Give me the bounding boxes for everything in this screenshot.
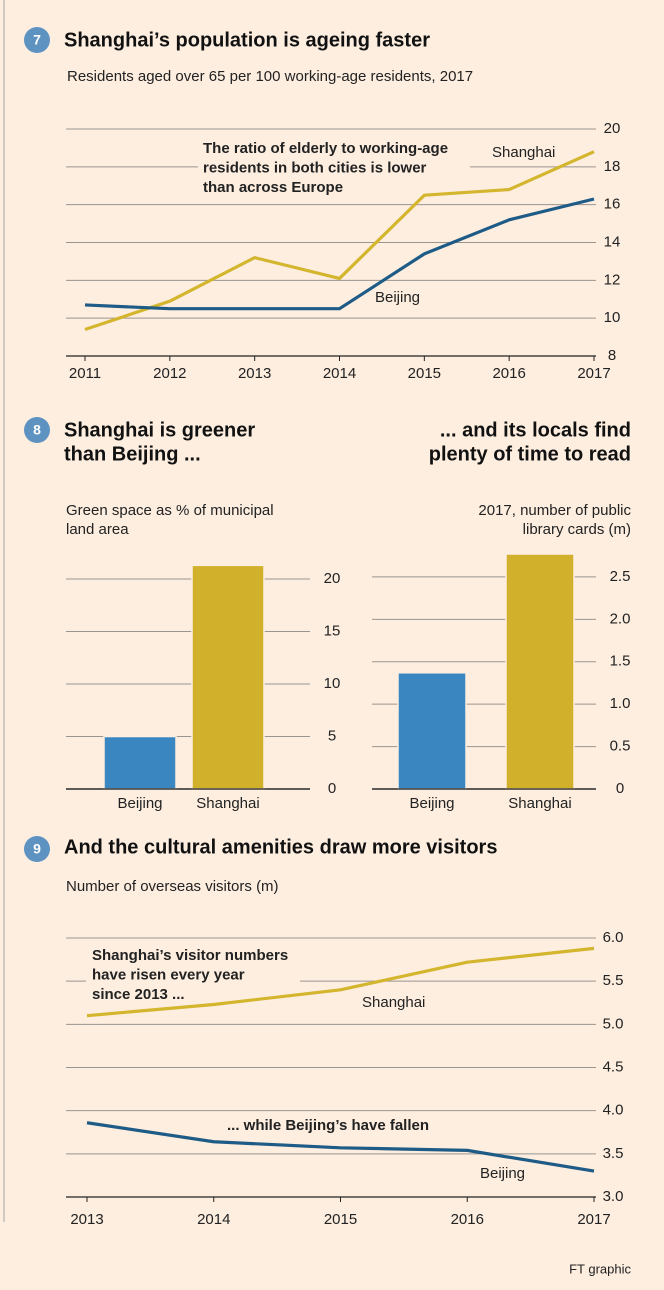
series-line [84,150,595,332]
section-badge [24,836,50,862]
chart-title: ... and its locals find [440,419,631,441]
x-tick-label: 2017 [577,1211,610,1228]
series-line [86,946,595,1018]
y-tick-label: 1.5 [610,653,631,670]
x-tick-label: 2016 [451,1211,484,1228]
x-tick-label: Beijing [117,795,162,812]
y-tick-label: 20 [604,120,621,137]
y-tick-label: 18 [604,158,621,175]
y-tick-label: 0 [616,780,624,797]
y-tick-label: 14 [604,233,621,250]
annotation: than across Europe [203,179,343,196]
chart-title: plenty of time to read [429,443,631,465]
y-tick-label: 16 [604,196,621,213]
series-label: Shanghai [362,994,425,1011]
chart-title: than Beijing ... [64,443,201,465]
x-tick-label: 2014 [197,1211,230,1228]
y-tick-label: 0 [328,780,336,797]
bar [397,672,467,790]
x-tick-label: 2015 [408,365,441,382]
series-line [86,1121,595,1173]
chart-subtitle: Green space as % of municipal [66,502,274,519]
series-label: Beijing [480,1165,525,1182]
chart-title: Shanghai is greener [64,419,255,441]
y-tick-label: 1.0 [610,695,631,712]
x-tick-label: 2013 [70,1211,103,1228]
x-tick-label: Shanghai [196,795,259,812]
y-tick-label: 4.0 [603,1102,624,1119]
chart-title: Shanghai’s population is ageing faster [64,29,430,51]
y-tick-label: 3.0 [603,1188,624,1205]
annotation: The ratio of elderly to working-age [203,140,448,157]
annotation-bg [86,943,300,1007]
bar [505,553,575,790]
section-badge [24,417,50,443]
source: FT graphic [569,1261,631,1276]
bar [103,735,177,790]
y-tick-label: 0.5 [610,738,631,755]
x-tick-label: 2016 [492,365,525,382]
chart-subtitle: Residents aged over 65 per 100 working-a… [67,68,473,85]
x-tick-label: 2015 [324,1211,357,1228]
chart-subtitle: Number of overseas visitors (m) [66,878,279,895]
annotation: residents in both cities is lower [203,159,427,176]
y-tick-label: 12 [604,271,621,288]
section-number: 7 [33,32,41,48]
annotation: Shanghai’s visitor numbers [92,947,288,964]
y-tick-label: 5.0 [603,1015,624,1032]
x-tick-label: 2017 [577,365,610,382]
chart-title: And the cultural amenities draw more vis… [64,836,497,858]
y-tick-label: 8 [608,347,616,364]
y-tick-label: 5.5 [603,972,624,989]
x-tick-label: Beijing [409,795,454,812]
annotation-bg [198,137,470,199]
section-number: 9 [33,841,41,857]
x-tick-label: 2014 [323,365,356,382]
series-label: Beijing [375,289,420,306]
x-tick-label: 2013 [238,365,271,382]
y-tick-label: 4.5 [603,1058,624,1075]
annotation-bg [221,1114,441,1138]
annotation: have risen every year [92,966,245,983]
y-tick-label: 10 [324,675,341,692]
y-tick-label: 10 [604,309,621,326]
y-tick-label: 2.5 [610,568,631,585]
y-tick-label: 2.0 [610,610,631,627]
bar [191,564,265,790]
series-line [84,197,595,311]
y-tick-label: 20 [324,570,341,587]
annotation: ... while Beijing’s have fallen [227,1117,429,1134]
section-number: 8 [33,422,41,438]
x-tick-label: 2012 [153,365,186,382]
y-tick-label: 3.5 [603,1145,624,1162]
y-tick-label: 5 [328,727,336,744]
chart-subtitle: land area [66,521,129,538]
chart-subtitle: library cards (m) [523,521,631,538]
x-tick-label: Shanghai [508,795,571,812]
annotation: since 2013 ... [92,986,185,1003]
chart-subtitle: 2017, number of public [478,502,631,519]
section-badge [24,27,50,53]
x-tick-label: 2011 [69,365,101,382]
y-tick-label: 15 [324,622,341,639]
series-label: Shanghai [492,144,555,161]
y-tick-label: 6.0 [603,929,624,946]
